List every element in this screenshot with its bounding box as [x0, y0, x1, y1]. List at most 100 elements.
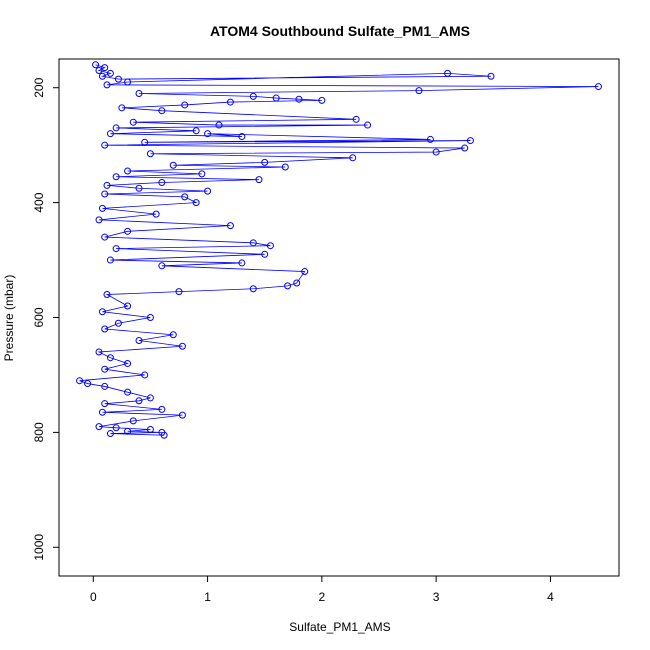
data-point	[95, 348, 103, 356]
data-point	[124, 227, 132, 235]
y-axis: 200 400 600 800 1000	[32, 77, 60, 561]
data-point	[101, 400, 109, 408]
data-point	[135, 397, 143, 405]
data-point	[152, 210, 160, 218]
data-point	[124, 302, 132, 310]
data-point	[295, 95, 303, 103]
data-point	[129, 417, 137, 425]
x-axis-label: Sulfate_PM1_AMS	[289, 620, 390, 634]
data-point	[98, 204, 106, 212]
data-point	[129, 118, 137, 126]
data-point	[124, 359, 132, 367]
data-point	[192, 127, 200, 135]
data-point	[118, 104, 126, 112]
data-point	[112, 124, 120, 132]
data-point	[124, 388, 132, 396]
data-point	[364, 121, 372, 129]
data-point	[95, 216, 103, 224]
data-point	[95, 423, 103, 431]
data-point	[135, 336, 143, 344]
y-tick-label: 1000	[32, 534, 46, 561]
data-point	[261, 158, 269, 166]
data-point	[272, 94, 280, 102]
y-tick-label: 800	[32, 422, 46, 442]
data-point	[178, 411, 186, 419]
data-point	[181, 101, 189, 109]
data-point	[146, 394, 154, 402]
data-point	[146, 314, 154, 321]
data-point	[114, 319, 122, 327]
data-point	[226, 222, 234, 230]
data-point	[204, 187, 212, 195]
data-point	[261, 250, 269, 258]
data-point	[84, 380, 92, 388]
y-tick-label: 400	[32, 192, 46, 212]
y-tick-label: 600	[32, 307, 46, 327]
data-point	[124, 78, 132, 86]
data-point	[226, 98, 234, 106]
data-point	[124, 167, 132, 175]
data-point	[169, 161, 177, 169]
data-point	[249, 285, 257, 293]
data-point	[318, 96, 326, 104]
data-point	[426, 135, 434, 143]
data-point	[101, 325, 109, 333]
data-point	[95, 66, 103, 74]
x-tick-label: 0	[90, 590, 97, 604]
data-point	[594, 83, 602, 91]
x-tick-label: 1	[204, 590, 211, 604]
data-point	[106, 69, 114, 77]
series-line	[79, 64, 599, 436]
data-point	[192, 199, 200, 207]
data-point	[98, 408, 106, 416]
data-point	[112, 245, 120, 253]
data-point	[101, 382, 109, 390]
data-point	[146, 150, 154, 158]
data-point	[101, 64, 109, 72]
data-point	[135, 184, 143, 192]
data-point	[112, 424, 120, 432]
data-point	[158, 107, 166, 115]
data-point	[301, 268, 309, 276]
x-tick-label: 4	[547, 590, 554, 604]
data-point	[76, 377, 84, 385]
data-point	[158, 405, 166, 413]
data-point	[124, 427, 132, 435]
data-layer	[76, 61, 602, 439]
data-point	[103, 81, 111, 89]
data-point	[106, 430, 114, 438]
data-point	[112, 173, 120, 181]
data-point	[101, 233, 109, 241]
data-point	[198, 170, 206, 178]
data-point	[266, 242, 274, 250]
data-point	[101, 141, 109, 149]
data-point	[158, 179, 166, 187]
data-point	[101, 365, 109, 373]
data-point	[215, 121, 223, 129]
data-point	[238, 259, 246, 267]
data-point	[284, 282, 292, 290]
data-point	[181, 193, 189, 201]
data-point	[114, 75, 122, 83]
data-point	[281, 163, 289, 171]
data-point	[160, 431, 168, 439]
chart-title: ATOM4 Southbound Sulfate_PM1_AMS	[210, 23, 470, 39]
data-point	[238, 133, 246, 141]
data-point	[204, 130, 212, 138]
data-point	[444, 69, 452, 77]
data-point	[158, 262, 166, 270]
y-axis-label: Pressure (mbar)	[2, 275, 16, 362]
data-point	[106, 256, 114, 264]
x-tick-label: 3	[433, 590, 440, 604]
data-point	[349, 154, 357, 162]
data-point	[487, 72, 495, 80]
data-point	[141, 138, 149, 146]
data-point	[255, 176, 263, 184]
data-point	[249, 92, 257, 100]
data-point	[92, 61, 100, 69]
data-point	[352, 115, 360, 123]
data-point	[466, 137, 474, 145]
data-point	[415, 87, 423, 95]
